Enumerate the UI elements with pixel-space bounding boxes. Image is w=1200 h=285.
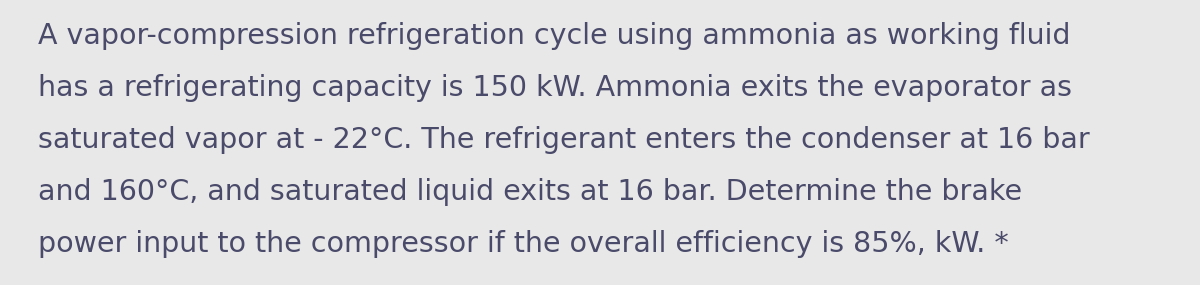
Text: A vapor-compression refrigeration cycle using ammonia as working fluid: A vapor-compression refrigeration cycle …	[38, 22, 1070, 50]
Text: saturated vapor at - 22°C. The refrigerant enters the condenser at 16 bar: saturated vapor at - 22°C. The refrigera…	[38, 126, 1090, 154]
Text: power input to the compressor if the overall efficiency is 85%, kW. *: power input to the compressor if the ove…	[38, 230, 1009, 258]
Text: has a refrigerating capacity is 150 kW. Ammonia exits the evaporator as: has a refrigerating capacity is 150 kW. …	[38, 74, 1072, 102]
Text: and 160°C, and saturated liquid exits at 16 bar. Determine the brake: and 160°C, and saturated liquid exits at…	[38, 178, 1022, 206]
